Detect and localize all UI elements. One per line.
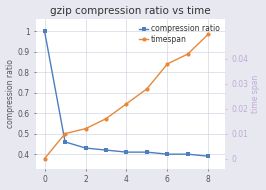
timespan <box>186 53 189 55</box>
compression ratio <box>84 147 87 149</box>
compression ratio <box>104 149 107 151</box>
timespan <box>64 132 67 135</box>
timespan <box>166 63 169 65</box>
compression ratio <box>145 151 148 153</box>
timespan <box>125 103 128 105</box>
Title: gzip compression ratio vs time: gzip compression ratio vs time <box>50 6 211 16</box>
compression ratio <box>166 153 169 155</box>
Y-axis label: time span: time span <box>251 75 260 113</box>
timespan <box>43 157 46 160</box>
compression ratio <box>125 151 128 153</box>
compression ratio <box>64 141 67 143</box>
timespan <box>145 88 148 90</box>
Line: timespan: timespan <box>43 32 210 161</box>
timespan <box>84 127 87 130</box>
Legend: compression ratio, timespan: compression ratio, timespan <box>138 23 221 46</box>
compression ratio <box>207 155 210 157</box>
compression ratio <box>186 153 189 155</box>
timespan <box>104 118 107 120</box>
timespan <box>207 33 210 35</box>
compression ratio <box>43 30 46 32</box>
Line: compression ratio: compression ratio <box>43 29 210 158</box>
Y-axis label: compression ratio: compression ratio <box>6 59 15 128</box>
